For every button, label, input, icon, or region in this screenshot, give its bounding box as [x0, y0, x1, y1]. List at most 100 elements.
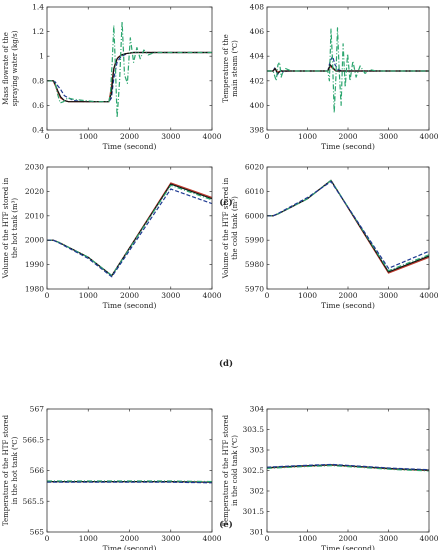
- series-line-3: [47, 184, 212, 277]
- chart-2: 0 1000 2000 3000 4000 398 400 402 404 406 408 Time …: [222, 3, 439, 152]
- y-axis-label: in the cold tank (℃): [231, 435, 239, 506]
- x-tick-label: 2000: [120, 291, 139, 300]
- y-tick-label: 6000: [245, 211, 264, 220]
- y-tick-label: 301: [250, 528, 264, 537]
- y-tick-label: 1990: [25, 260, 44, 269]
- x-tick-label: 1000: [298, 291, 317, 300]
- y-axis-label: main steam (℃): [231, 40, 239, 97]
- y-tick-label: 5970: [245, 285, 264, 294]
- x-tick-label: 2000: [120, 132, 139, 141]
- series-line-3: [47, 480, 212, 483]
- x-tick-label: 3000: [379, 291, 398, 300]
- series-line-2: [47, 51, 212, 103]
- y-tick-label: 302.5: [243, 466, 265, 475]
- x-tick-label: 3000: [379, 132, 398, 141]
- x-tick-label: 3000: [161, 534, 180, 543]
- y-tick-label: 404: [250, 52, 265, 61]
- x-axis-label: Time (second): [321, 301, 375, 310]
- plot-frame: [46, 408, 213, 533]
- y-tick-label: 1.4: [32, 3, 44, 12]
- x-tick-label: 1000: [79, 291, 98, 300]
- y-axis-label: Mass flowrate of the: [2, 32, 10, 105]
- y-tick-label: 303: [250, 446, 265, 455]
- series-line-3: [267, 465, 429, 472]
- plot-frame: [266, 6, 430, 131]
- y-tick-label: 6020: [245, 163, 264, 172]
- y-tick-label: 302: [250, 487, 265, 496]
- y-axis-label: Temperature of the: [222, 34, 230, 103]
- x-tick-label: 0: [45, 534, 50, 543]
- y-tick-label: 398: [250, 126, 265, 135]
- x-tick-label: 4000: [202, 291, 221, 300]
- y-tick-label: 0.8: [32, 76, 44, 85]
- x-tick-label: 2000: [338, 291, 357, 300]
- y-tick-label: 2030: [25, 163, 44, 172]
- y-tick-label: 565: [30, 528, 45, 537]
- y-tick-label: 406: [250, 27, 265, 36]
- x-tick-label: 0: [265, 132, 270, 141]
- x-tick-label: 4000: [202, 534, 221, 543]
- series-line-2: [267, 179, 429, 273]
- x-tick-label: 4000: [419, 534, 438, 543]
- y-tick-label: 2000: [25, 236, 44, 245]
- plot-frame: [46, 6, 213, 131]
- y-tick-label: 6010: [245, 187, 264, 196]
- x-tick-label: 3000: [161, 132, 180, 141]
- y-tick-label: 566.5: [23, 435, 45, 444]
- x-tick-label: 1000: [79, 534, 98, 543]
- y-tick-label: 402: [250, 76, 265, 85]
- y-tick-label: 303.5: [243, 425, 265, 434]
- x-tick-label: 1000: [298, 534, 317, 543]
- y-tick-label: 304: [250, 405, 265, 414]
- y-axis-label: in the hot tank (℃): [11, 436, 19, 504]
- y-tick-label: 0.6: [32, 101, 44, 110]
- chart-3: 0 1000 2000 3000 4000 1980 1990 2000 2010 2020 203…: [2, 163, 222, 311]
- chart-5: 0 1000 2000 3000 4000 565 565.5 566 566.5 567 Time…: [2, 405, 222, 550]
- chart-4: 0 1000 2000 3000 4000 5970 5980 5990 6000 6010 602…: [222, 163, 439, 311]
- series-line-1: [267, 179, 429, 274]
- series-line-4: [267, 463, 429, 471]
- series-line-4: [47, 21, 212, 119]
- y-axis-label: Temperature of the HTF stored: [2, 414, 10, 526]
- y-tick-label: 566: [30, 466, 45, 475]
- series-line-4: [267, 181, 429, 269]
- x-axis-label: Time (second): [103, 142, 157, 151]
- series-line-4: [267, 27, 429, 114]
- series-line-2: [47, 183, 212, 277]
- y-axis-label: spraying water (kg/s): [11, 30, 19, 106]
- series-line-4: [47, 188, 212, 278]
- chart-1: 0 1000 2000 3000 4000 0.4 0.6 0.8 1 1.2 1.4 Time (s…: [2, 3, 222, 152]
- x-tick-label: 0: [45, 132, 50, 141]
- panel-label-e: (e): [219, 519, 232, 530]
- chart-6: 0 1000 2000 3000 4000 301 301.5 302 302.5 303 303.…: [222, 405, 439, 550]
- y-axis-label: Volume of the HTF stored in: [222, 177, 230, 279]
- y-tick-label: 1980: [25, 285, 44, 294]
- y-tick-label: 2020: [25, 187, 44, 196]
- x-axis-label: Time (second): [321, 544, 375, 550]
- x-tick-label: 1000: [79, 132, 98, 141]
- x-tick-label: 4000: [419, 291, 438, 300]
- series-line-1: [47, 182, 212, 277]
- x-tick-label: 0: [265, 534, 270, 543]
- plot-frame: [266, 166, 430, 290]
- series-line-3: [267, 179, 429, 272]
- x-tick-label: 0: [45, 291, 50, 300]
- y-tick-label: 0.4: [32, 126, 44, 135]
- y-axis-label: Temperature of the HTF stored: [222, 414, 230, 526]
- x-tick-label: 2000: [338, 132, 357, 141]
- x-tick-label: 4000: [202, 132, 221, 141]
- series-line-3: [47, 51, 212, 103]
- y-tick-label: 2010: [25, 211, 44, 220]
- y-tick-label: 408: [250, 3, 265, 12]
- y-tick-label: 400: [250, 101, 265, 110]
- x-tick-label: 3000: [161, 291, 180, 300]
- x-axis-label: Time (second): [103, 301, 157, 310]
- y-axis-label: the hot tank (m³): [11, 198, 19, 259]
- y-tick-label: 301.5: [243, 507, 265, 516]
- x-tick-label: 1000: [298, 132, 317, 141]
- series-line-4: [47, 481, 212, 484]
- y-tick-label: 5980: [245, 260, 264, 269]
- y-tick-label: 5990: [245, 236, 264, 245]
- panel-label-c: (c): [219, 197, 232, 208]
